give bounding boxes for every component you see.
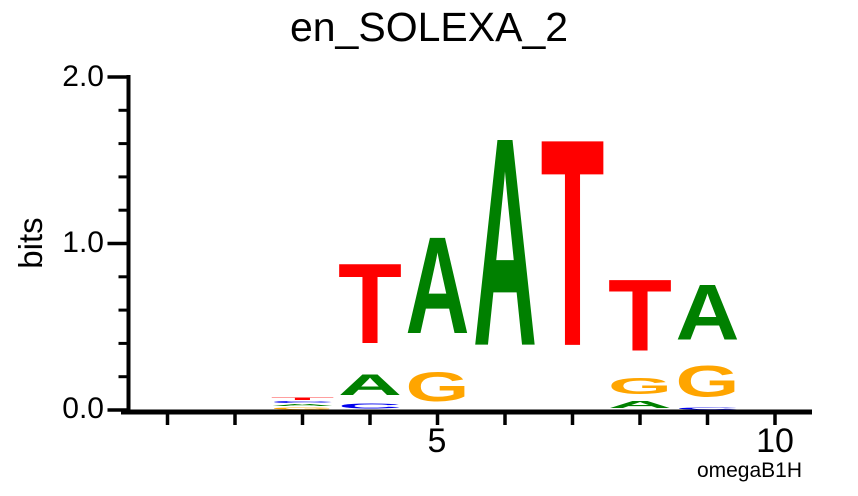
svg-text:G: G bbox=[608, 373, 672, 399]
svg-text:T: T bbox=[608, 258, 672, 372]
svg-text:A: A bbox=[338, 369, 402, 402]
svg-text:T: T bbox=[338, 241, 402, 368]
y-tick-label-1.0: 1.0 bbox=[62, 226, 104, 259]
svg-text:T: T bbox=[271, 397, 335, 401]
svg-text:T: T bbox=[541, 78, 605, 409]
svg-text:A: A bbox=[608, 399, 672, 410]
svg-text:A: A bbox=[271, 404, 335, 407]
svg-text:G: G bbox=[406, 363, 470, 410]
svg-text:A: A bbox=[406, 208, 470, 363]
x-tick-label-10: 10 bbox=[756, 422, 794, 460]
svg-text:G: G bbox=[271, 407, 335, 410]
svg-text:C: C bbox=[676, 407, 740, 410]
x-tick-label-5: 5 bbox=[427, 422, 447, 460]
y-tick-label-0.0: 0.0 bbox=[62, 392, 104, 425]
logo-source-label: omegaB1H bbox=[696, 459, 802, 482]
svg-text:C: C bbox=[271, 401, 335, 404]
chart-title: en_SOLEXA_2 bbox=[289, 4, 569, 50]
svg-text:A: A bbox=[676, 268, 740, 356]
svg-text:A: A bbox=[473, 76, 537, 408]
y-tick-label-2.0: 2.0 bbox=[62, 60, 104, 93]
svg-text:C: C bbox=[338, 402, 402, 410]
svg-text:G: G bbox=[676, 357, 740, 407]
